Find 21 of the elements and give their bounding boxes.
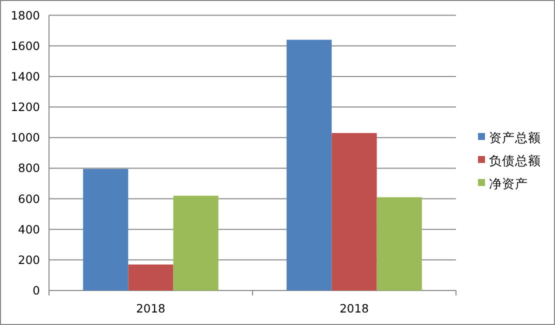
bar	[173, 196, 218, 290]
bar	[83, 168, 128, 290]
bar	[128, 264, 174, 290]
legend-label: 负债总额	[489, 153, 541, 168]
bar	[376, 197, 422, 290]
y-tick-label: 400	[18, 222, 40, 236]
y-tick-label: 600	[18, 192, 40, 206]
y-tick-label: 1200	[10, 100, 40, 114]
y-tick-label: 1800	[10, 8, 40, 22]
bar	[286, 40, 332, 290]
y-tick-label: 0	[32, 284, 40, 298]
legend-label: 资产总额	[489, 130, 541, 145]
y-tick-label: 1400	[10, 69, 40, 84]
y-tick-label: 200	[18, 252, 40, 267]
x-tick-label: 2018	[340, 302, 369, 316]
y-tick-label: 800	[18, 161, 40, 176]
y-tick-label: 1600	[10, 38, 40, 53]
x-tick-label: 2018	[136, 302, 166, 316]
legend-label: 净资产	[489, 176, 528, 191]
bar	[332, 133, 377, 290]
y-tick-label: 1000	[10, 130, 40, 145]
